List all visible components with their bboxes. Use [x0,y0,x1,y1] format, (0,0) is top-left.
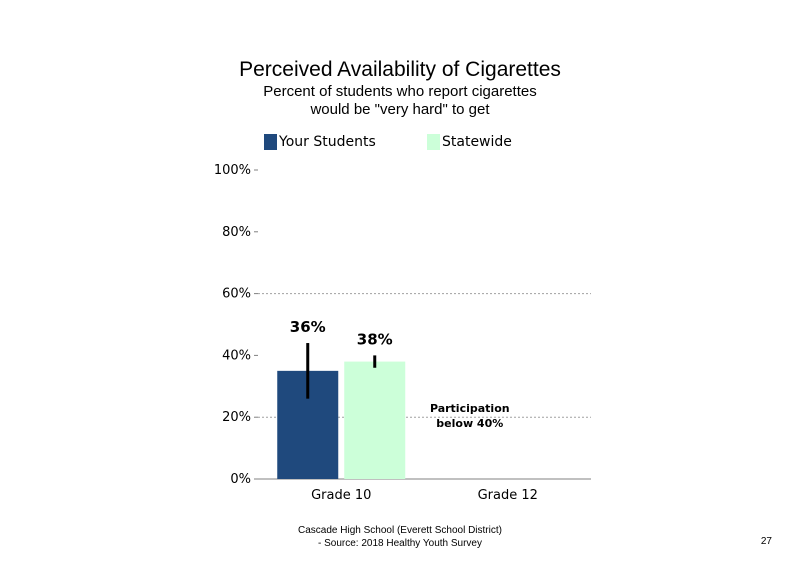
y-tick-label: 20% [222,410,251,425]
x-tick-label: Grade 12 [478,488,538,503]
footer-source: - Source: 2018 Healthy Youth Survey [318,538,482,549]
legend-swatch-your-students [264,134,277,150]
footer-school: Cascade High School (Everett School Dist… [298,525,502,536]
legend-label-your-students: Your Students [279,134,376,150]
y-tick-label: 60% [222,287,251,302]
legend-item-statewide: Statewide [427,133,512,151]
page-number: 27 [760,536,772,547]
chart-title: Perceived Availability of Cigarettes [239,58,561,81]
legend-label-statewide: Statewide [442,134,512,150]
data-label: 36% [290,318,326,336]
participation-note: Participation [430,402,510,415]
data-label: 38% [357,330,393,348]
chart-subtitle-line-2: would be "very hard" to get [310,101,490,118]
y-tick-label: 100% [214,163,251,178]
x-tick-label: Grade 10 [311,488,371,503]
bar-statewide [344,361,406,479]
participation-note: below 40% [436,417,503,430]
y-tick-label: 40% [222,348,251,363]
y-tick-label: 0% [230,472,251,487]
legend-item-your-students: Your Students [264,133,376,151]
legend-swatch-statewide [427,134,440,150]
y-tick-label: 80% [222,225,251,240]
chart-subtitle-line-1: Percent of students who report cigarette… [263,83,537,100]
